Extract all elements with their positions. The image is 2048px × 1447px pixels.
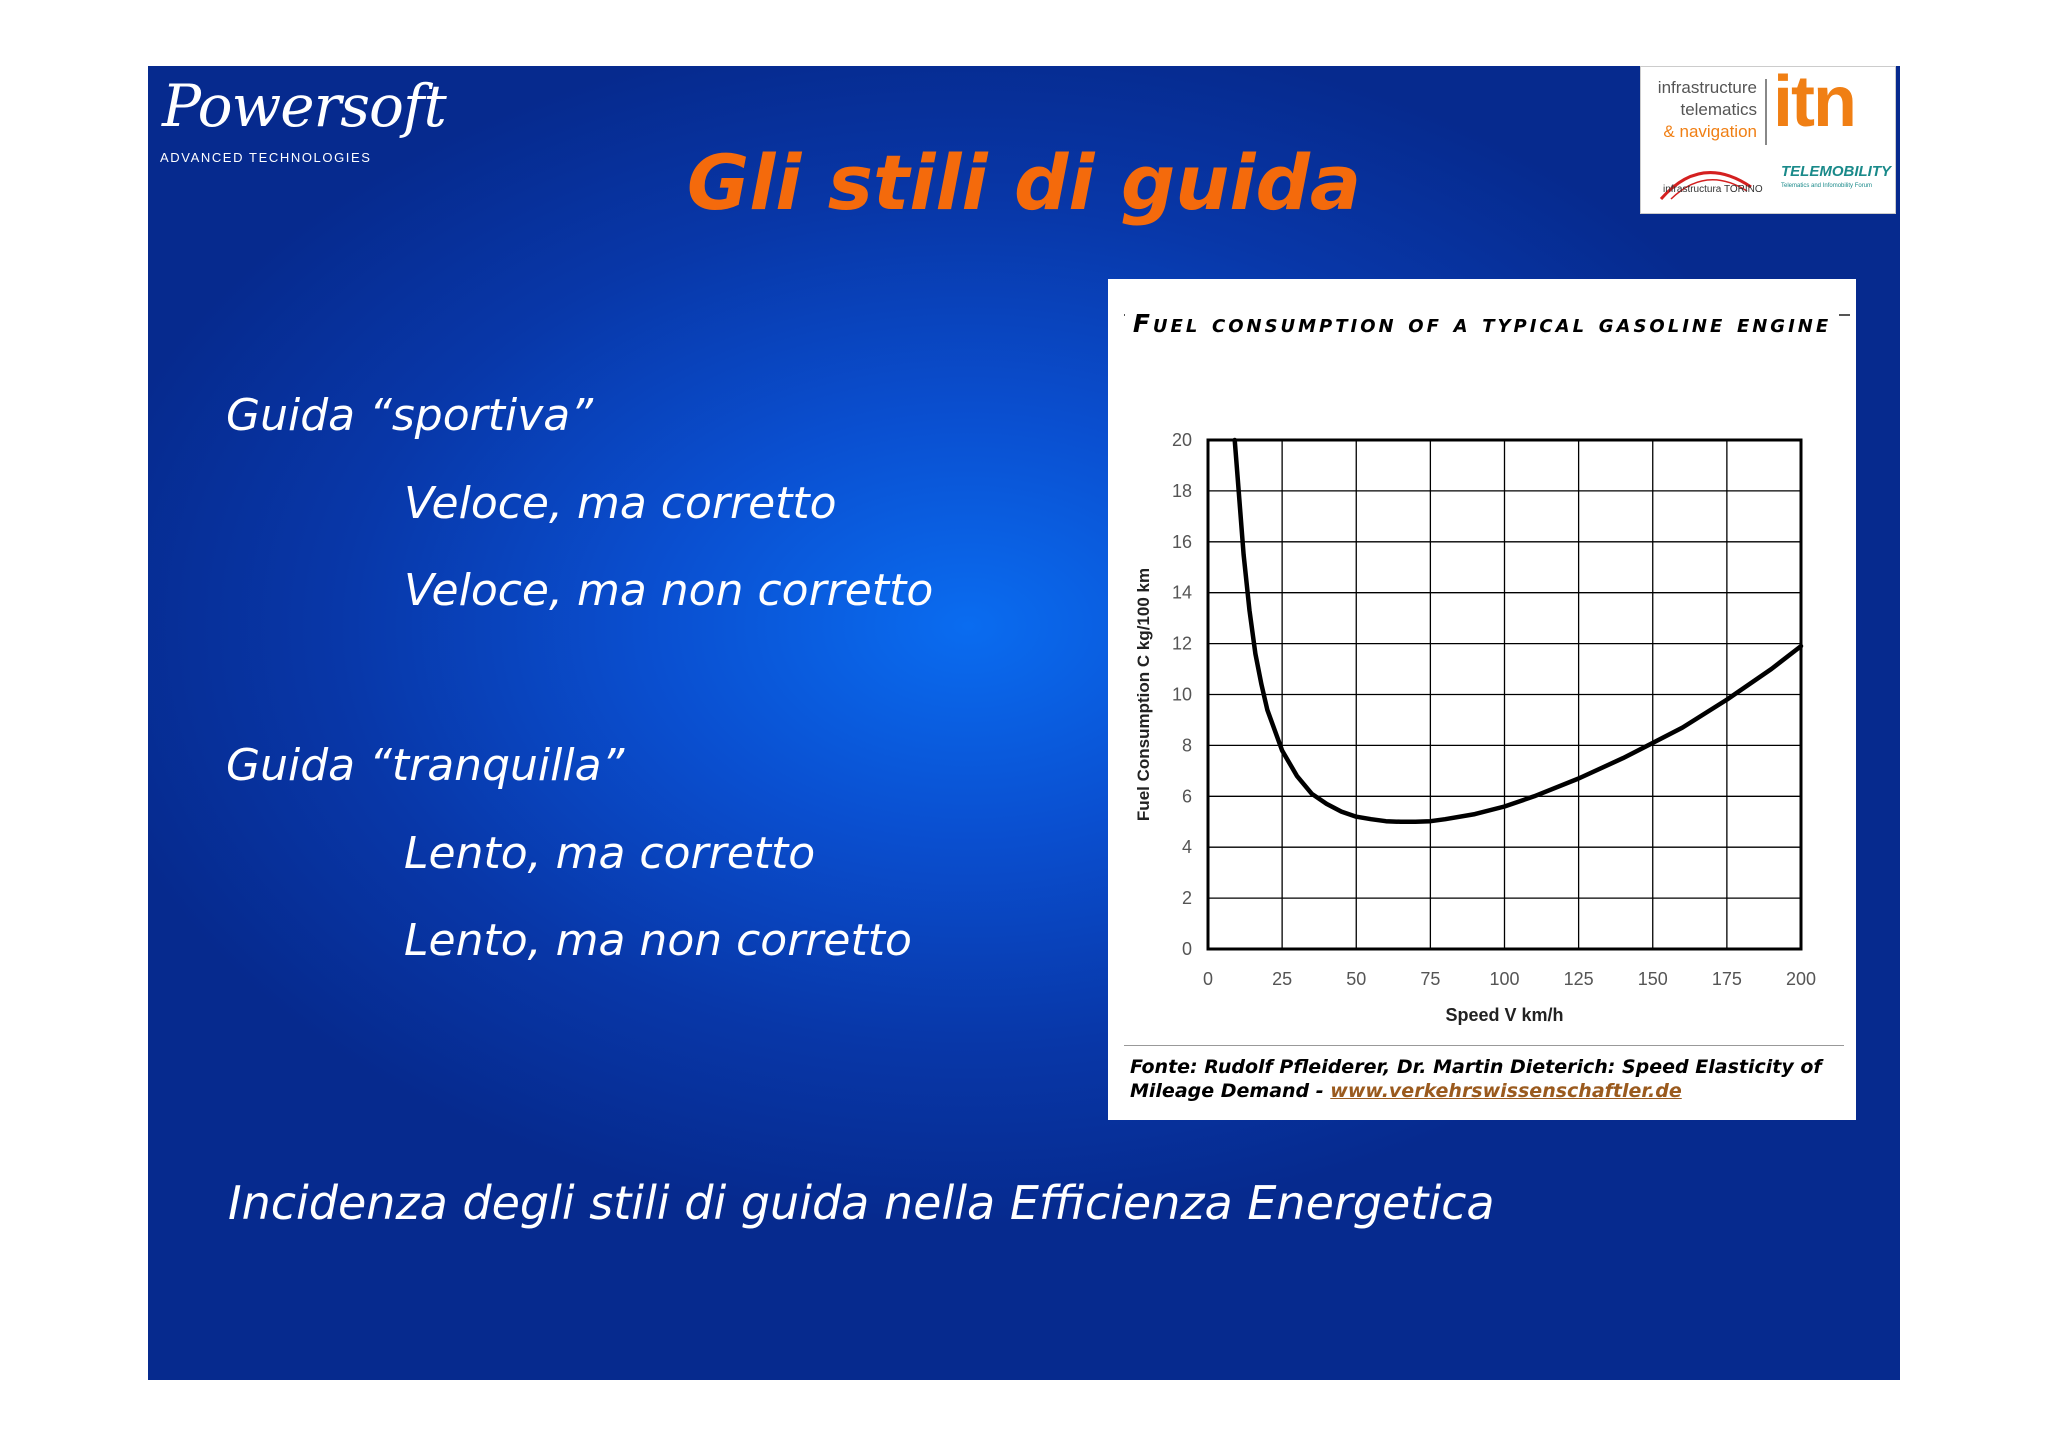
source-text: Fonte: Rudolf Pfleiderer, Dr. Martin Die… xyxy=(1130,1056,1822,1102)
x-axis-label: Speed V km/h xyxy=(1445,1005,1563,1025)
powersoft-logo-word: Powersoft xyxy=(162,72,447,140)
chart-title-text: Fuel consumption of a typical gasoline e… xyxy=(1124,309,1840,338)
bullet-item: Guida “sportiva” xyxy=(226,390,594,441)
y-tick-label: 4 xyxy=(1182,837,1192,857)
x-tick-label: 200 xyxy=(1786,969,1816,989)
y-tick-label: 2 xyxy=(1182,888,1192,908)
x-tick-label: 25 xyxy=(1272,969,1292,989)
itn-logo: infrastructure telematics & navigation i… xyxy=(1640,62,1896,214)
infrastructura-label: infrastructura TORINO xyxy=(1663,184,1763,195)
y-tick-label: 20 xyxy=(1172,430,1192,450)
bullet-item: Lento, ma non corretto xyxy=(404,915,912,966)
x-tick-label: 75 xyxy=(1420,969,1440,989)
y-tick-label: 18 xyxy=(1172,481,1192,501)
x-tick-label: 100 xyxy=(1489,969,1519,989)
y-tick-label: 10 xyxy=(1172,685,1192,705)
bullet-item: Guida “tranquilla” xyxy=(226,740,625,791)
infrastructura-arc-icon xyxy=(1659,171,1752,200)
y-tick-label: 6 xyxy=(1182,786,1192,806)
y-tick-label: 14 xyxy=(1172,583,1192,603)
telemobility-label: TELEMOBILITY xyxy=(1781,163,1891,180)
source-rule xyxy=(1124,1045,1844,1046)
itn-logo-divider xyxy=(1765,79,1767,145)
x-tick-label: 175 xyxy=(1712,969,1742,989)
chart-source: Fonte: Rudolf Pfleiderer, Dr. Martin Die… xyxy=(1130,1055,1850,1103)
slide-footer: Incidenza degli stili di guida nella Eff… xyxy=(228,1176,1495,1230)
source-link[interactable]: www.verkehrswissenschaftler.de xyxy=(1330,1080,1682,1102)
powersoft-logo: Powersoft ADVANCED TECHNOLOGIES xyxy=(152,72,452,170)
powersoft-logo-tagline: ADVANCED TECHNOLOGIES xyxy=(160,150,372,165)
itn-logo-line-2: telematics xyxy=(1680,100,1757,119)
plot-frame xyxy=(1206,438,1803,951)
chart-plot: 0 25 50 75 100 125 150 175 200 0 2 4 6 8 10 12 14 16 18 20 S… xyxy=(1134,430,1816,1025)
itn-logo-text: infrastructure telematics & navigation xyxy=(1658,77,1757,143)
fuel-consumption-chart: Fuel consumption of a typical gasoline e… xyxy=(1108,279,1856,1120)
y-tick-label: 0 xyxy=(1182,939,1192,959)
x-tick-label: 150 xyxy=(1638,969,1668,989)
y-tick-label: 12 xyxy=(1172,634,1192,654)
y-tick-label: 8 xyxy=(1182,735,1192,755)
x-tick-label: 125 xyxy=(1564,969,1594,989)
bullet-item: Lento, ma corretto xyxy=(404,828,816,879)
slide-title: Gli stili di guida xyxy=(686,138,1362,227)
x-tick-label: 0 xyxy=(1203,969,1213,989)
itn-logo-line-1: infrastructure xyxy=(1657,78,1757,97)
bullet-item: Veloce, ma non corretto xyxy=(404,565,934,616)
fuel-curve-series xyxy=(1232,437,1804,825)
y-axis-label: Fuel Consumption C kg/100 km xyxy=(1134,568,1153,821)
y-tick-label: 16 xyxy=(1172,532,1192,552)
itn-logo-line-3: & navigation xyxy=(1663,122,1757,141)
chart-title: Fuel consumption of a typical gasoline e… xyxy=(1108,301,1856,347)
bullet-item: Veloce, ma corretto xyxy=(404,478,837,529)
x-tick-label: 50 xyxy=(1346,969,1366,989)
itn-logo-mark: itn xyxy=(1773,62,1857,142)
telemobility-sublabel: Telematics and Infomobility Forum xyxy=(1781,183,1873,189)
